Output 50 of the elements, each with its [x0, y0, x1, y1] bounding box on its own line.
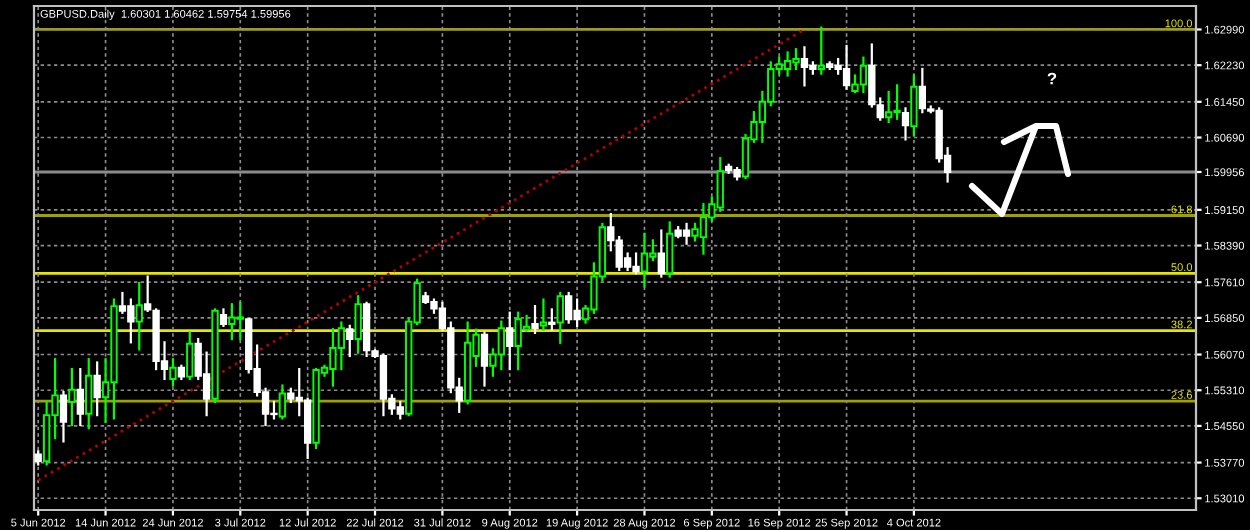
- candlestick: [783, 51, 792, 77]
- candlestick: [539, 298, 548, 331]
- candlestick: [548, 308, 556, 331]
- candlestick: [817, 26, 825, 75]
- candlestick: [556, 291, 564, 344]
- candlestick: [85, 358, 93, 430]
- candlestick: [632, 252, 640, 275]
- candlestick: [884, 90, 893, 124]
- candlestick: [202, 351, 211, 417]
- candlestick: [127, 298, 135, 344]
- candlestick: [842, 44, 851, 90]
- candlestick: [497, 320, 505, 371]
- candlestick: [76, 367, 84, 427]
- candlestick: [278, 384, 287, 420]
- candlestick: [346, 324, 354, 358]
- candlestick: [506, 311, 514, 371]
- candlestick: [68, 367, 76, 427]
- candlestick: [514, 311, 522, 371]
- candlestick: [901, 107, 910, 141]
- candlestick: [135, 282, 143, 351]
- candlestick: [354, 295, 362, 354]
- candlestick: [699, 203, 708, 255]
- candlestick: [42, 400, 51, 466]
- candlestick: [362, 301, 371, 358]
- candlestick: [531, 305, 539, 335]
- candlestick: [93, 361, 101, 417]
- candlestick: [329, 328, 337, 387]
- candlestick: [379, 353, 388, 417]
- candlestick: [918, 67, 927, 114]
- candlestick: [792, 48, 800, 71]
- candlestick: [716, 157, 724, 212]
- candlestick: [682, 222, 691, 245]
- candlestick: [236, 301, 244, 341]
- annotation: ?: [1047, 72, 1057, 85]
- candlestick: [859, 56, 868, 94]
- candlestick: [666, 221, 674, 278]
- candlestick: [59, 390, 68, 443]
- candlestick: [228, 303, 236, 341]
- candlestick: [186, 331, 194, 381]
- candlestick: [657, 229, 665, 278]
- candlestick: [480, 331, 489, 387]
- candlestick: [800, 46, 809, 87]
- candlestick: [910, 74, 918, 137]
- candlestick: [169, 358, 177, 387]
- candlestick: [640, 232, 649, 288]
- candlestick: [573, 298, 581, 327]
- candlestick: [565, 291, 573, 324]
- candlestick: [337, 321, 346, 371]
- candlestick: [893, 84, 901, 120]
- candlestick: [303, 397, 312, 459]
